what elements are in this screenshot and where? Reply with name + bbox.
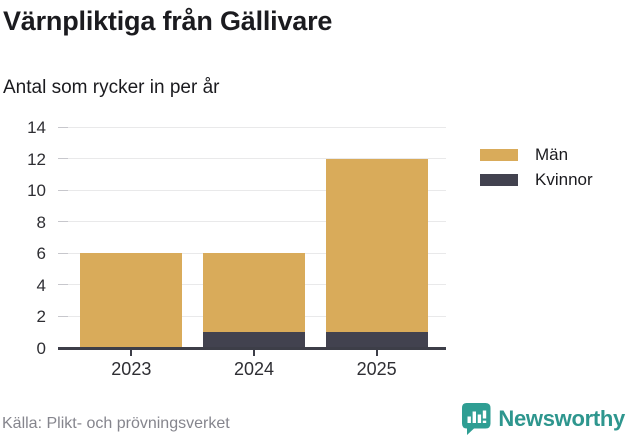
legend-item-kvinnor: Kvinnor bbox=[480, 169, 593, 189]
bar-segment-män bbox=[80, 253, 183, 348]
y-tick-label: 2 bbox=[36, 307, 46, 327]
y-axis-tick bbox=[58, 284, 68, 286]
y-axis-tick bbox=[58, 158, 68, 160]
legend-swatch bbox=[480, 173, 518, 186]
x-axis-tick bbox=[130, 350, 133, 356]
x-axis-tick bbox=[253, 350, 255, 356]
bar-segment-kvinnor bbox=[203, 332, 305, 348]
gridline bbox=[58, 126, 446, 128]
y-axis-tick bbox=[58, 126, 68, 128]
y-axis-tick bbox=[58, 315, 68, 317]
legend: Män Kvinnor bbox=[480, 144, 593, 196]
x-tick-label: 2025 bbox=[356, 359, 397, 379]
y-tick-label: 0 bbox=[36, 339, 46, 358]
y-axis-tick bbox=[58, 189, 68, 191]
y-tick-label: 14 bbox=[27, 118, 46, 137]
chart-title: Värnpliktiga från Gällivare bbox=[3, 6, 333, 36]
legend-swatch bbox=[480, 148, 518, 161]
newsworthy-wordmark: Newsworthy bbox=[498, 406, 625, 431]
bar-segment-män bbox=[203, 253, 305, 333]
gridline bbox=[58, 189, 446, 191]
y-tick-label: 4 bbox=[36, 275, 46, 295]
y-axis-tick bbox=[58, 221, 68, 223]
chart-subtitle: Antal som rycker in per år bbox=[3, 77, 220, 98]
bar-segment-män bbox=[325, 158, 428, 333]
newsworthy-logo: Newsworthy bbox=[460, 402, 625, 436]
y-tick-label: 12 bbox=[27, 149, 46, 169]
x-tick-label: 2024 bbox=[233, 359, 275, 379]
x-tick-label: 2023 bbox=[111, 359, 152, 379]
y-axis-tick bbox=[58, 252, 68, 254]
newsworthy-logo-icon bbox=[462, 403, 491, 435]
x-axis-line bbox=[58, 347, 446, 350]
y-tick-label: 8 bbox=[36, 212, 46, 232]
gridline bbox=[58, 221, 446, 223]
y-tick-label: 6 bbox=[36, 244, 46, 264]
legend-label: Män bbox=[535, 144, 569, 164]
bar-segment-kvinnor bbox=[325, 332, 428, 348]
x-axis-tick bbox=[375, 350, 378, 356]
gridline bbox=[58, 158, 446, 160]
legend-label: Kvinnor bbox=[535, 169, 593, 189]
source-note: Källa: Plikt- och prövningsverket bbox=[2, 415, 230, 432]
y-tick-label: 10 bbox=[27, 181, 46, 201]
legend-item-män: Män bbox=[480, 144, 593, 164]
